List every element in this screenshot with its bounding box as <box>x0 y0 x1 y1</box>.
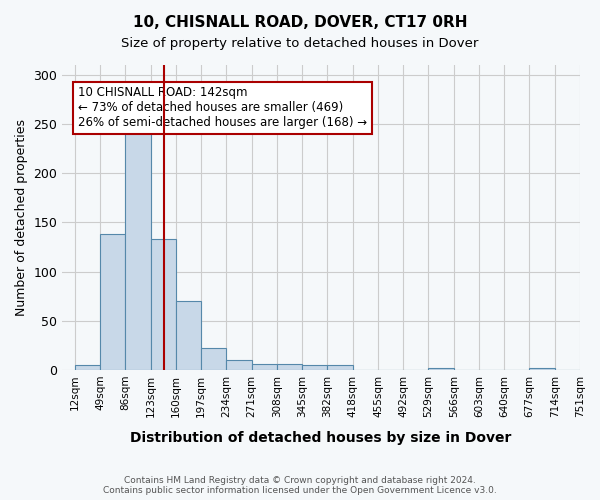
Bar <box>428 368 454 370</box>
Text: Size of property relative to detached houses in Dover: Size of property relative to detached ho… <box>121 38 479 51</box>
Bar <box>100 234 125 370</box>
Text: 10, CHISNALL ROAD, DOVER, CT17 0RH: 10, CHISNALL ROAD, DOVER, CT17 0RH <box>133 15 467 30</box>
Bar <box>277 364 302 370</box>
Bar <box>226 360 251 370</box>
Bar <box>176 301 201 370</box>
Y-axis label: Number of detached properties: Number of detached properties <box>15 119 28 316</box>
Bar <box>302 365 328 370</box>
Bar <box>75 365 100 370</box>
Text: 10 CHISNALL ROAD: 142sqm
← 73% of detached houses are smaller (469)
26% of semi-: 10 CHISNALL ROAD: 142sqm ← 73% of detach… <box>78 86 367 130</box>
Bar <box>328 365 353 370</box>
Bar <box>251 364 277 370</box>
Text: Contains HM Land Registry data © Crown copyright and database right 2024.
Contai: Contains HM Land Registry data © Crown c… <box>103 476 497 495</box>
X-axis label: Distribution of detached houses by size in Dover: Distribution of detached houses by size … <box>130 431 512 445</box>
Bar <box>125 121 151 370</box>
Bar <box>151 239 176 370</box>
Bar <box>201 348 226 370</box>
Bar <box>529 368 555 370</box>
